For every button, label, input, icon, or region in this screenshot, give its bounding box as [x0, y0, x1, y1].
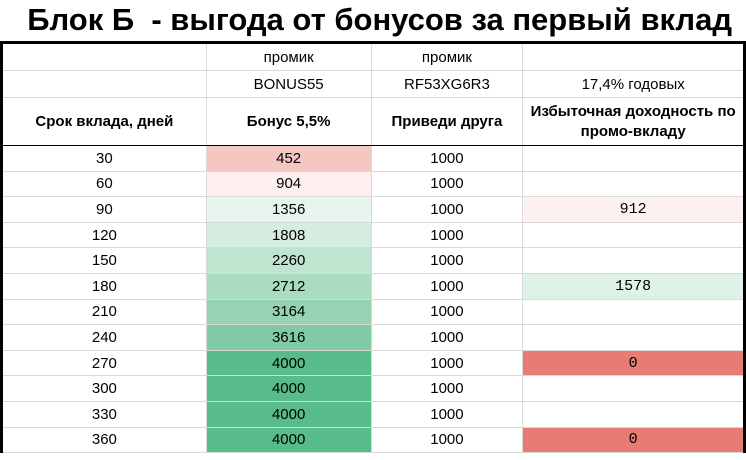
excess-cell[interactable] [522, 221, 746, 249]
excess-cell[interactable] [522, 170, 746, 198]
term-cell[interactable]: 210 [0, 298, 207, 326]
excess-cell[interactable] [522, 247, 746, 274]
friend-cell[interactable]: 1000 [370, 349, 524, 377]
term-cell[interactable]: 60 [0, 170, 207, 198]
friend-header[interactable]: Приведи друга [370, 97, 524, 146]
friend-cell[interactable]: 1000 [370, 247, 524, 274]
friend-cell[interactable]: 1000 [370, 375, 524, 402]
friend-cell[interactable]: 1000 [370, 426, 524, 454]
term-header[interactable]: Срок вклада, дней [0, 97, 207, 146]
friend-cell[interactable]: 1000 [370, 272, 524, 300]
bonus-promo-code[interactable]: BONUS55 [205, 70, 372, 98]
excess-cell[interactable] [522, 375, 746, 402]
excess-cell[interactable]: 0 [522, 349, 746, 377]
friend-cell[interactable]: 1000 [370, 400, 524, 428]
promo-code-row: BONUS55 RF53XG6R3 17,4% годовых [0, 70, 746, 98]
bonus-header[interactable]: Бонус 5,5% [205, 97, 372, 146]
term-cell[interactable]: 270 [0, 349, 207, 377]
table-row: 300 4000 1000 [0, 375, 746, 402]
excess-cell[interactable] [522, 298, 746, 326]
excess-cell[interactable] [522, 324, 746, 351]
friend-cell[interactable]: 1000 [370, 196, 524, 223]
bonus-cell[interactable]: 452 [205, 145, 372, 172]
excess-cell[interactable]: 1578 [522, 272, 746, 300]
table-row: 270 4000 1000 0 [0, 349, 746, 377]
table-row: 360 4000 1000 0 [0, 426, 746, 454]
friend-cell[interactable]: 1000 [370, 170, 524, 198]
table-row: 150 2260 1000 [0, 247, 746, 274]
annual-rate[interactable]: 17,4% годовых [522, 70, 746, 98]
term-cell[interactable]: 150 [0, 247, 207, 274]
bonus-cell[interactable]: 4000 [205, 375, 372, 402]
page-title: Блок Б - выгода от бонусов за первый вкл… [27, 2, 732, 37]
friend-promo-label[interactable]: промик [370, 41, 524, 71]
bonus-cell[interactable]: 904 [205, 170, 372, 198]
column-header-row: Срок вклада, дней Бонус 5,5% Приведи дру… [0, 97, 746, 146]
table-row: 180 2712 1000 1578 [0, 272, 746, 300]
bonus-cell[interactable]: 4000 [205, 400, 372, 428]
table-row: 240 3616 1000 [0, 324, 746, 351]
term-cell[interactable]: 240 [0, 324, 207, 351]
term-cell[interactable]: 180 [0, 272, 207, 300]
bonus-promo-label[interactable]: промик [205, 41, 372, 71]
excess-promo-label[interactable] [522, 41, 746, 71]
term-cell[interactable]: 330 [0, 400, 207, 428]
empty-cell[interactable] [0, 41, 207, 71]
bonus-cell[interactable]: 3616 [205, 324, 372, 351]
table-row: 120 1808 1000 [0, 221, 746, 249]
excess-cell[interactable]: 912 [522, 196, 746, 223]
table-row: 60 904 1000 [0, 170, 746, 198]
excess-cell[interactable]: 0 [522, 426, 746, 454]
bonus-cell[interactable]: 4000 [205, 349, 372, 377]
term-cell[interactable]: 300 [0, 375, 207, 402]
friend-cell[interactable]: 1000 [370, 221, 524, 249]
table-row: 330 4000 1000 [0, 400, 746, 428]
excess-cell[interactable] [522, 145, 746, 172]
term-cell[interactable]: 90 [0, 196, 207, 223]
empty-cell[interactable] [0, 70, 207, 98]
bonus-cell[interactable]: 1808 [205, 221, 372, 249]
friend-cell[interactable]: 1000 [370, 298, 524, 326]
friend-cell[interactable]: 1000 [370, 324, 524, 351]
bonus-cell[interactable]: 4000 [205, 426, 372, 454]
table-row: 210 3164 1000 [0, 298, 746, 326]
bonus-cell[interactable]: 2260 [205, 247, 372, 274]
term-cell[interactable]: 360 [0, 426, 207, 454]
promo-label-row: промик промик [0, 41, 746, 71]
friend-cell[interactable]: 1000 [370, 145, 524, 172]
term-cell[interactable]: 30 [0, 145, 207, 172]
friend-promo-code[interactable]: RF53XG6R3 [370, 70, 524, 98]
bonus-cell[interactable]: 3164 [205, 298, 372, 326]
bonus-table: промик промик BONUS55 RF53XG6R3 17,4% го… [0, 41, 746, 454]
table-row: 30 452 1000 [0, 145, 746, 172]
table-row: 90 1356 1000 912 [0, 196, 746, 223]
bonus-cell[interactable]: 1356 [205, 196, 372, 223]
bonus-cell[interactable]: 2712 [205, 272, 372, 300]
excess-header[interactable]: Избыточная доходность по промо-вкладу [522, 97, 746, 146]
excess-cell[interactable] [522, 400, 746, 428]
term-cell[interactable]: 120 [0, 221, 207, 249]
